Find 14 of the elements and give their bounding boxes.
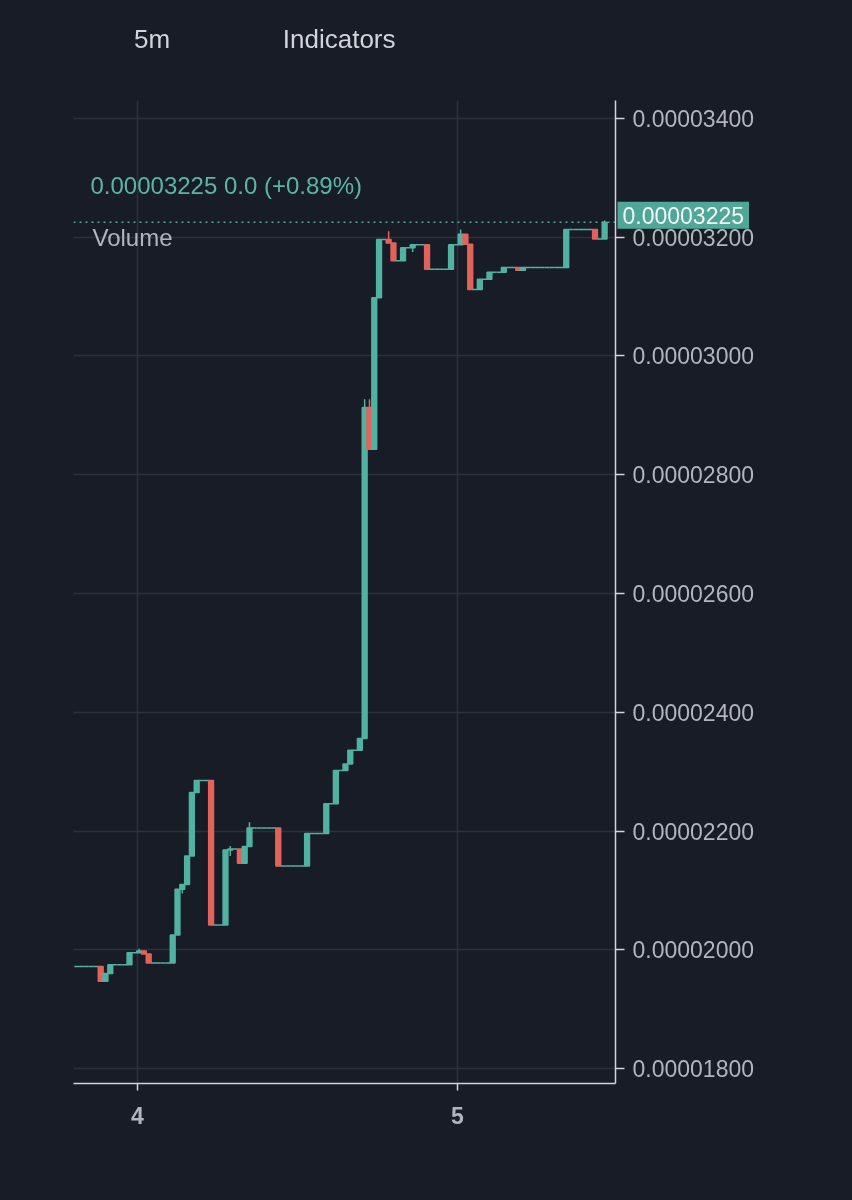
y-tick-label: 0.00003000 bbox=[632, 343, 755, 370]
text: 0.00003225 0.0 (+0.89%) bbox=[90, 172, 363, 199]
y-tick-label: 0.00002400 bbox=[632, 699, 755, 726]
y-tick-label: 0.00001800 bbox=[632, 1056, 755, 1083]
annotation: Volume bbox=[92, 224, 173, 251]
y-tick-label: 0.00002200 bbox=[632, 818, 755, 845]
y-tick-label: 0.00002000 bbox=[632, 937, 755, 964]
text: Indicators bbox=[282, 23, 396, 54]
y-tick-label: 0.00002800 bbox=[632, 462, 755, 489]
x-tick-label: 4 bbox=[131, 1102, 145, 1129]
text: 5m bbox=[133, 23, 171, 54]
y-tick-label: 0.00002600 bbox=[632, 580, 755, 607]
y-tick-label: 0.00003400 bbox=[632, 105, 755, 132]
x-tick-label: 5 bbox=[451, 1102, 465, 1129]
